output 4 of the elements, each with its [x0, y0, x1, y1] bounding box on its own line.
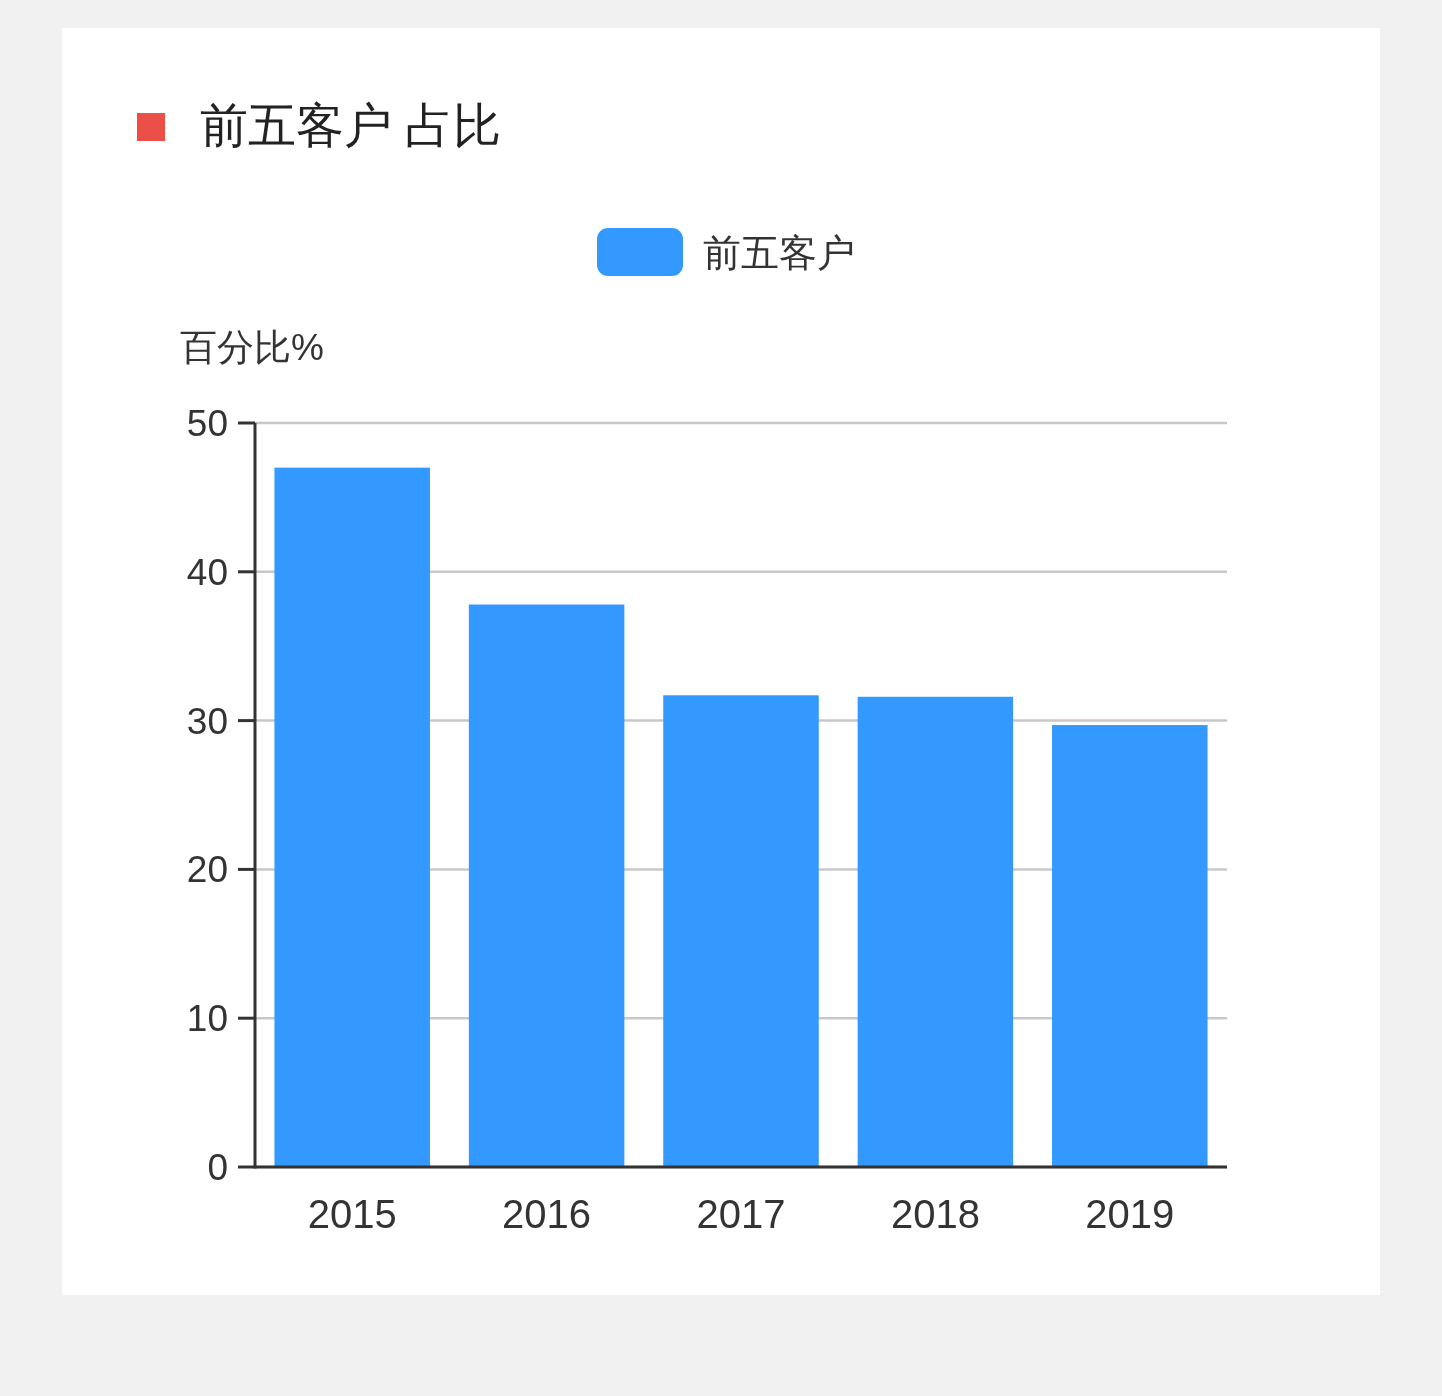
legend: 前五客户	[597, 228, 855, 276]
legend-label: 前五客户	[703, 232, 855, 274]
title: 前五客户 占比	[200, 99, 502, 152]
ylabel: 百分比%	[180, 327, 324, 368]
